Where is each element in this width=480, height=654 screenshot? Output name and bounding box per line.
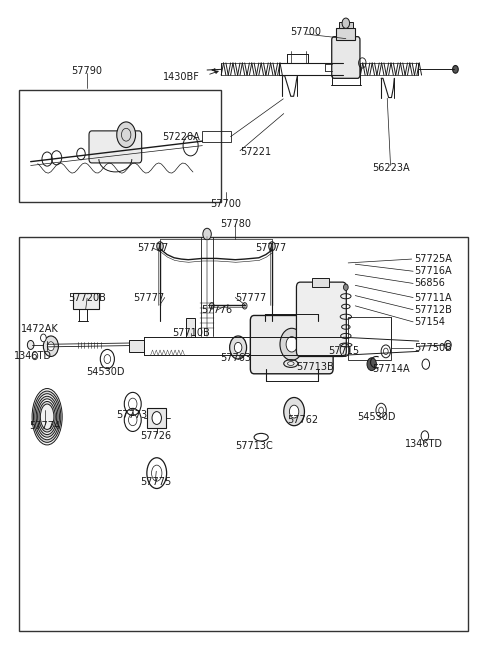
Circle shape (242, 303, 247, 309)
Circle shape (234, 343, 242, 353)
Circle shape (453, 65, 458, 73)
Text: 57711A: 57711A (414, 292, 452, 303)
Circle shape (269, 242, 275, 250)
Text: 57780: 57780 (220, 220, 251, 230)
Text: 57777: 57777 (235, 292, 266, 303)
Circle shape (286, 337, 298, 352)
Text: 57776: 57776 (201, 305, 232, 315)
Bar (19, 237, 468, 632)
Text: 57712B: 57712B (414, 305, 452, 315)
Circle shape (284, 398, 304, 426)
Circle shape (117, 122, 135, 148)
Text: 57790: 57790 (72, 65, 103, 76)
Text: 57700: 57700 (290, 27, 321, 37)
Text: 57700: 57700 (210, 199, 241, 209)
FancyBboxPatch shape (332, 37, 360, 78)
Ellipse shape (36, 396, 58, 437)
Text: 57775: 57775 (140, 477, 171, 487)
Ellipse shape (40, 404, 54, 430)
Bar (312, 278, 329, 287)
Text: 57720B: 57720B (68, 293, 106, 303)
Ellipse shape (37, 399, 57, 435)
FancyBboxPatch shape (251, 315, 333, 374)
Bar (339, 22, 353, 28)
Bar (348, 317, 391, 360)
FancyBboxPatch shape (297, 282, 346, 356)
Text: 57726: 57726 (140, 431, 171, 441)
Circle shape (367, 358, 376, 371)
Text: 57774: 57774 (29, 421, 60, 432)
Bar (203, 131, 230, 143)
Bar (130, 341, 144, 352)
FancyBboxPatch shape (89, 131, 142, 163)
Circle shape (27, 341, 34, 349)
Ellipse shape (39, 402, 55, 432)
Text: 57777: 57777 (133, 292, 165, 303)
Circle shape (40, 334, 46, 342)
Circle shape (444, 341, 451, 349)
Bar (186, 318, 195, 337)
Circle shape (344, 284, 348, 290)
Text: 1346TD: 1346TD (14, 351, 52, 361)
Text: 57725A: 57725A (414, 254, 452, 264)
Text: 57714A: 57714A (372, 364, 409, 373)
Text: 57716A: 57716A (414, 266, 452, 276)
Bar (147, 408, 166, 428)
Text: 57715: 57715 (328, 347, 359, 356)
Text: 57713B: 57713B (297, 362, 334, 372)
Circle shape (289, 405, 299, 418)
Text: 1430BF: 1430BF (163, 72, 200, 82)
Circle shape (203, 228, 211, 240)
Text: 57777: 57777 (255, 243, 286, 253)
Text: 57762: 57762 (287, 415, 318, 425)
Text: 57750B: 57750B (414, 343, 452, 353)
Text: 57773: 57773 (116, 410, 147, 420)
Circle shape (32, 352, 38, 360)
Text: 57154: 57154 (414, 317, 445, 327)
Circle shape (157, 242, 163, 250)
Text: 54530D: 54530D (357, 412, 396, 422)
Circle shape (152, 411, 161, 424)
Text: 57221: 57221 (240, 147, 271, 157)
Circle shape (48, 342, 54, 351)
Text: 57710B: 57710B (172, 328, 209, 338)
Ellipse shape (35, 394, 60, 439)
Circle shape (209, 303, 214, 309)
Text: 54530D: 54530D (87, 367, 125, 377)
Bar (73, 293, 99, 309)
Text: 57777: 57777 (137, 243, 168, 253)
Circle shape (229, 336, 247, 359)
Text: 1472AK: 1472AK (21, 324, 59, 334)
Bar (19, 90, 221, 202)
Text: 56223A: 56223A (372, 163, 409, 173)
Bar (336, 28, 355, 40)
Circle shape (280, 328, 303, 360)
Text: 57763: 57763 (220, 353, 251, 363)
Text: 56856: 56856 (414, 279, 445, 288)
Text: 1346TD: 1346TD (405, 439, 443, 449)
Circle shape (43, 336, 59, 356)
Ellipse shape (34, 391, 61, 442)
Text: 57713C: 57713C (235, 441, 273, 451)
Ellipse shape (32, 388, 62, 445)
Circle shape (342, 18, 349, 28)
Text: 57220A: 57220A (162, 132, 200, 143)
